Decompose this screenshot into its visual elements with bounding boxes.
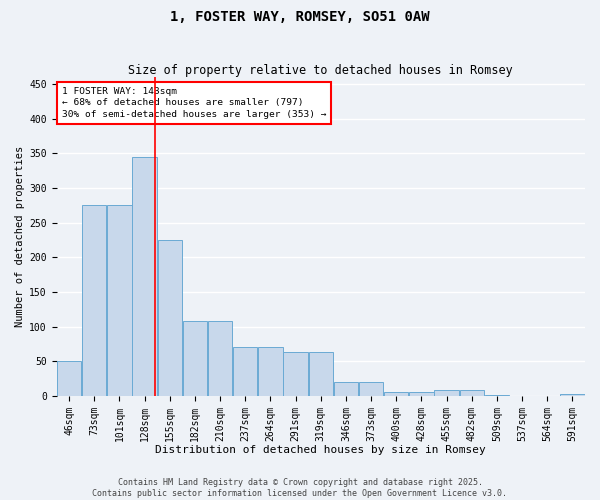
Bar bbox=[334, 382, 358, 396]
Bar bbox=[308, 352, 333, 396]
Bar bbox=[158, 240, 182, 396]
Y-axis label: Number of detached properties: Number of detached properties bbox=[15, 146, 25, 327]
Bar bbox=[133, 156, 157, 396]
Bar bbox=[384, 392, 409, 396]
Text: Contains HM Land Registry data © Crown copyright and database right 2025.
Contai: Contains HM Land Registry data © Crown c… bbox=[92, 478, 508, 498]
Bar bbox=[258, 348, 283, 396]
Bar bbox=[409, 392, 434, 396]
Bar bbox=[560, 394, 584, 396]
Title: Size of property relative to detached houses in Romsey: Size of property relative to detached ho… bbox=[128, 64, 513, 77]
Text: 1, FOSTER WAY, ROMSEY, SO51 0AW: 1, FOSTER WAY, ROMSEY, SO51 0AW bbox=[170, 10, 430, 24]
Bar bbox=[82, 205, 106, 396]
Bar bbox=[107, 205, 131, 396]
Bar bbox=[208, 321, 232, 396]
Bar bbox=[460, 390, 484, 396]
Bar bbox=[485, 395, 509, 396]
Bar bbox=[57, 360, 82, 396]
Bar bbox=[283, 352, 308, 396]
Bar bbox=[434, 390, 459, 396]
Bar bbox=[359, 382, 383, 396]
Bar bbox=[233, 348, 257, 396]
Bar bbox=[183, 321, 207, 396]
X-axis label: Distribution of detached houses by size in Romsey: Distribution of detached houses by size … bbox=[155, 445, 486, 455]
Text: 1 FOSTER WAY: 143sqm
← 68% of detached houses are smaller (797)
30% of semi-deta: 1 FOSTER WAY: 143sqm ← 68% of detached h… bbox=[62, 86, 326, 119]
